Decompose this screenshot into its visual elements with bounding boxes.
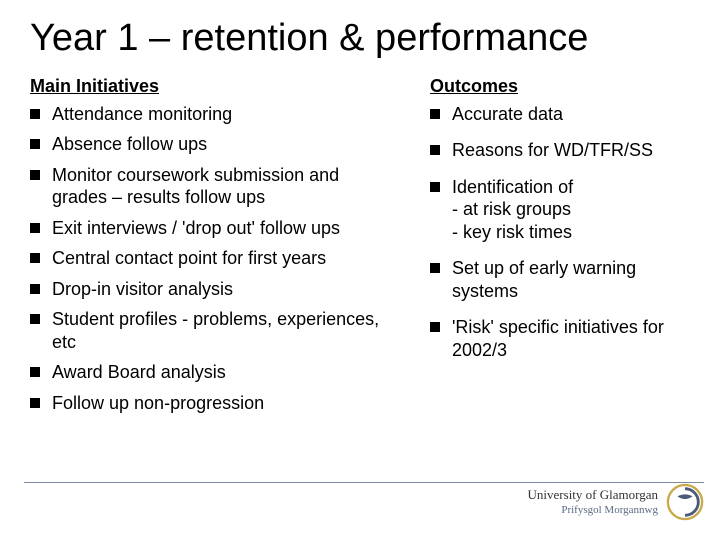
list-item: 'Risk' specific initiatives for 2002/3 <box>430 316 690 361</box>
footer-university-welsh: Prifysgol Morgannwg <box>528 504 658 516</box>
list-item: Student profiles - problems, experiences… <box>30 308 390 353</box>
left-column: Main Initiatives Attendance monitoring A… <box>30 76 390 423</box>
bullet-text: Central contact point for first years <box>52 247 326 270</box>
bullet-icon <box>30 170 40 180</box>
bullet-text: Accurate data <box>452 103 563 126</box>
right-column: Outcomes Accurate data Reasons for WD/TF… <box>420 76 690 423</box>
footer-university-name: University of Glamorgan <box>528 488 658 502</box>
bullet-text: Absence follow ups <box>52 133 207 156</box>
right-heading: Outcomes <box>430 76 690 97</box>
footer-text: University of Glamorgan Prifysgol Morgan… <box>528 488 658 516</box>
bullet-icon <box>30 109 40 119</box>
list-item: Absence follow ups <box>30 133 390 156</box>
list-item: Identification of - at risk groups - key… <box>430 176 690 244</box>
bullet-icon <box>30 284 40 294</box>
slide-title: Year 1 – retention & performance <box>30 18 690 60</box>
bullet-text: Attendance monitoring <box>52 103 232 126</box>
bullet-text: Reasons for WD/TFR/SS <box>452 139 653 162</box>
list-item: Attendance monitoring <box>30 103 390 126</box>
bullet-text: Student profiles - problems, experiences… <box>52 308 390 353</box>
bullet-text: Drop-in visitor analysis <box>52 278 233 301</box>
right-list: Accurate data Reasons for WD/TFR/SS Iden… <box>430 103 690 362</box>
list-item: Accurate data <box>430 103 690 126</box>
bullet-icon <box>430 145 440 155</box>
bullet-icon <box>30 223 40 233</box>
slide-container: Year 1 – retention & performance Main In… <box>0 0 720 540</box>
bullet-text: Set up of early warning systems <box>452 257 690 302</box>
list-item: Monitor coursework submission and grades… <box>30 164 390 209</box>
bullet-text: Monitor coursework submission and grades… <box>52 164 390 209</box>
bullet-text: 'Risk' specific initiatives for 2002/3 <box>452 316 690 361</box>
bullet-icon <box>430 322 440 332</box>
columns-wrapper: Main Initiatives Attendance monitoring A… <box>30 76 690 423</box>
bullet-icon <box>30 253 40 263</box>
bullet-icon <box>430 182 440 192</box>
list-item: Follow up non-progression <box>30 392 390 415</box>
list-item: Award Board analysis <box>30 361 390 384</box>
list-item: Drop-in visitor analysis <box>30 278 390 301</box>
bullet-icon <box>30 314 40 324</box>
list-item: Exit interviews / 'drop out' follow ups <box>30 217 390 240</box>
list-item: Set up of early warning systems <box>430 257 690 302</box>
left-heading: Main Initiatives <box>30 76 390 97</box>
footer-logo: University of Glamorgan Prifysgol Morgan… <box>528 483 704 521</box>
list-item: Reasons for WD/TFR/SS <box>430 139 690 162</box>
left-list: Attendance monitoring Absence follow ups… <box>30 103 390 415</box>
bullet-text: Award Board analysis <box>52 361 226 384</box>
bullet-text: Follow up non-progression <box>52 392 264 415</box>
university-logo-icon <box>666 483 704 521</box>
bullet-text: Exit interviews / 'drop out' follow ups <box>52 217 340 240</box>
footer: University of Glamorgan Prifysgol Morgan… <box>0 474 720 530</box>
bullet-icon <box>430 263 440 273</box>
bullet-icon <box>30 139 40 149</box>
bullet-icon <box>430 109 440 119</box>
bullet-icon <box>30 367 40 377</box>
bullet-text: Identification of - at risk groups - key… <box>452 176 573 244</box>
bullet-icon <box>30 398 40 408</box>
list-item: Central contact point for first years <box>30 247 390 270</box>
